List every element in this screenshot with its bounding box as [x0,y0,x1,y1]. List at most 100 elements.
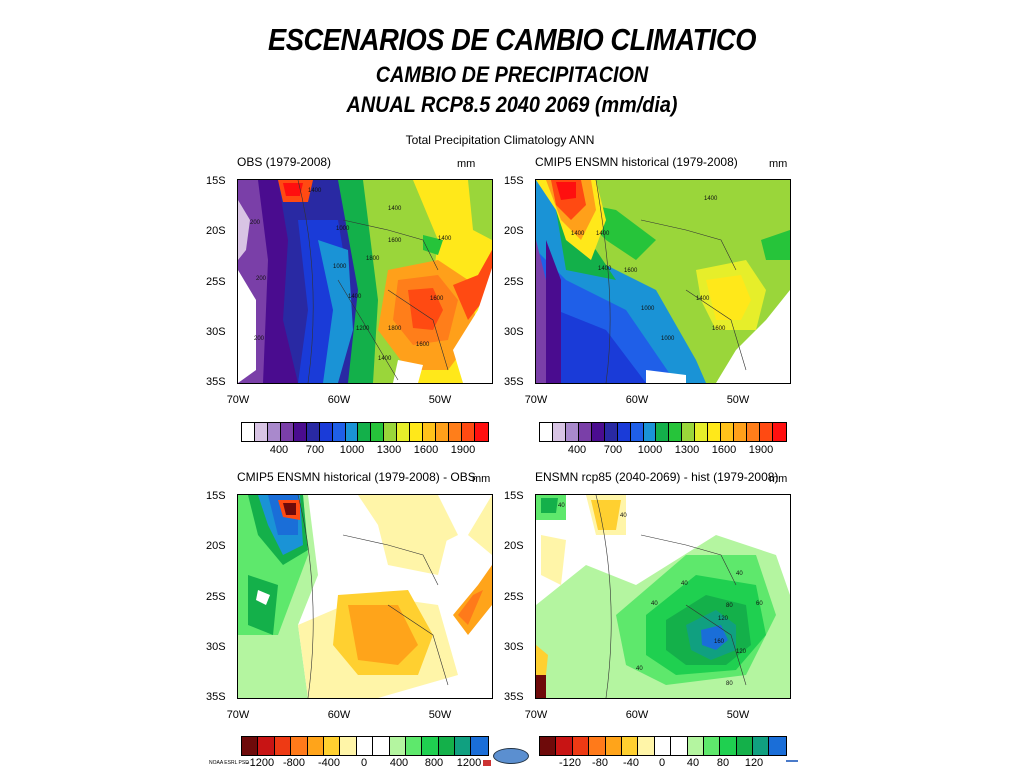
colorbar-label: -120 [558,757,582,769]
colorbar-swatch [540,737,557,755]
y-tick: 35S [504,376,524,388]
y-tick: 35S [504,691,524,703]
contour-label: 1000 [333,264,347,270]
contour-label: 1400 [348,294,362,300]
x-tick: 70W [524,394,548,406]
contour-label: 1400 [704,196,718,202]
colorbar-swatch [695,423,709,441]
panel-hist: CMIP5 ENSMN historical (1979-2008) mm [500,155,800,415]
x-tick: 50W [428,709,452,721]
colorbar-swatch [734,423,747,441]
x-tick: 70W [226,394,250,406]
colorbar-swatch [578,423,592,441]
colorbar-swatch [423,423,437,441]
contour-label: 1600 [712,326,726,332]
colorbar-label: 80 [716,757,730,769]
colorbar-label: 700 [305,444,325,456]
contour-label: 1400 [388,206,402,212]
colorbar-swatch [682,423,696,441]
contour-label: 120 [718,616,729,622]
colorbar-label: 400 [389,757,409,769]
x-tick: 50W [726,394,750,406]
ncl-logo-text: NOAA ESRL PSD [209,760,249,766]
colorbar-swatch [345,423,359,441]
colorbar-swatch [671,737,688,755]
precip-map-rcp85: 40 40 40 40 40 60 80 120 160 120 40 80 [535,494,791,699]
y-tick: 15S [504,175,524,187]
contour-label: 1200 [356,326,370,332]
colorbar-label: 1600 [413,444,439,456]
contour-label: 1400 [378,356,392,362]
colorbar-swatch [422,737,439,755]
contour-label: 1400 [598,266,612,272]
y-tick: 30S [504,641,524,653]
colorbar-swatch [617,423,631,441]
colorbar-swatch [669,423,683,441]
contour-label: 200 [256,276,267,282]
colorbar-swatch [552,423,566,441]
colorbar-label: 1200 [456,757,482,769]
colorbar-swatch [405,737,423,755]
colorbar-label: 800 [424,757,444,769]
y-tick: 25S [504,591,524,603]
colorbar-swatch [438,737,456,755]
colorbar-swatch [280,423,294,441]
flag-logo-icon [483,760,491,766]
y-tick: 20S [504,540,524,552]
main-title: ESCENARIOS DE CAMBIO CLIMATICO [268,22,756,57]
colorbar-swatch [307,737,324,755]
contour-label: 40 [620,513,627,519]
y-tick: 20S [504,225,524,237]
contour-label: 40 [636,666,643,672]
panel-title: OBS (1979-2008) [237,155,332,169]
colorbar-label: 1900 [748,444,774,456]
contour-label: 1600 [388,238,402,244]
contour-label: 1600 [624,268,638,274]
colorbar-swatch [708,423,722,441]
x-tick: 60W [625,394,649,406]
x-tick: 60W [625,709,649,721]
colorbar-swatch [242,423,255,441]
colorbar-climatology-obs [241,422,489,442]
contour-label: 40 [736,571,743,577]
contour-label: 1000 [641,306,655,312]
colorbar-swatch [736,737,754,755]
colorbar-swatch [306,423,320,441]
colorbar-swatch [389,737,406,755]
contour-label: 40 [651,601,658,607]
colorbar-label: -40 [623,757,639,769]
colorbar-swatch [643,423,657,441]
colorbar-swatch [254,423,268,441]
colorbar-climatology-hist [539,422,787,442]
y-tick: 30S [504,326,524,338]
colorbar-label: 1900 [450,444,476,456]
panel-title: CMIP5 ENSMN historical (1979-2008) - OBS [237,470,476,484]
contour-label: 200 [254,336,265,342]
y-tick: 20S [206,540,226,552]
colorbar-swatch [358,423,372,441]
colorbar-label: -400 [317,757,341,769]
contour-label: 80 [726,681,733,687]
colorbar-swatch [605,737,622,755]
colorbar-change [539,736,787,756]
colorbar-swatch [753,737,770,755]
x-tick: 50W [428,394,452,406]
panel-unit: mm [769,158,788,170]
colorbar-label: 1600 [711,444,737,456]
colorbar-label: -800 [282,757,306,769]
contour-label: 40 [558,503,565,509]
colorbar-swatch [397,423,411,441]
contour-label: 200 [250,220,261,226]
colorbar-swatch [373,737,390,755]
colorbar-swatch [591,423,605,441]
y-tick: 25S [206,276,226,288]
y-tick: 35S [206,691,226,703]
colorbar-swatch [449,423,462,441]
panel-title: CMIP5 ENSMN historical (1979-2008) [535,155,738,169]
contour-label: 1800 [388,326,402,332]
contour-label: 1600 [430,296,444,302]
colorbar-swatch [474,423,488,441]
noaa-logo-icon [493,748,529,764]
colorbar-swatch [267,423,281,441]
colorbar-swatch [258,737,275,755]
